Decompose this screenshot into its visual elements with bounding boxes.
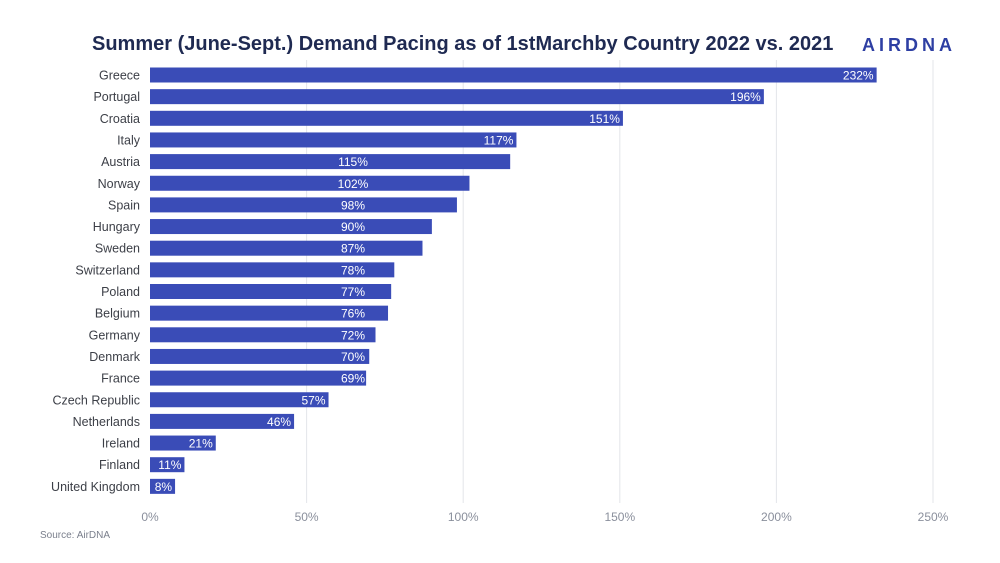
value-label: 78% bbox=[341, 263, 365, 277]
category-label: Ireland bbox=[102, 437, 140, 451]
value-label: 196% bbox=[730, 90, 761, 104]
bar bbox=[150, 175, 470, 191]
bar bbox=[150, 413, 295, 429]
bar bbox=[150, 154, 511, 170]
bar bbox=[150, 305, 389, 321]
category-label: Italy bbox=[117, 133, 141, 147]
bar bbox=[150, 284, 392, 299]
value-label: 72% bbox=[341, 328, 365, 342]
value-label: 21% bbox=[189, 437, 213, 451]
category-label: United Kingdom bbox=[51, 480, 140, 494]
category-label: France bbox=[101, 372, 140, 386]
value-label: 87% bbox=[341, 242, 365, 256]
category-label: Croatia bbox=[100, 112, 140, 126]
bar bbox=[150, 327, 376, 343]
category-label: Sweden bbox=[95, 242, 140, 256]
x-tick-label: 150% bbox=[604, 510, 635, 524]
value-label: 77% bbox=[341, 285, 365, 299]
category-label: Hungary bbox=[93, 220, 141, 234]
category-labels: Greece Portugal Croatia Italy Austria Norway S… bbox=[51, 69, 141, 494]
value-label: 11% bbox=[158, 458, 181, 472]
bar bbox=[150, 219, 432, 235]
value-label: 98% bbox=[341, 198, 365, 212]
bar bbox=[150, 262, 395, 278]
x-tick-label: 50% bbox=[295, 510, 319, 524]
bar bbox=[150, 392, 329, 408]
value-label: 232% bbox=[843, 69, 874, 83]
category-label: Netherlands bbox=[73, 415, 140, 429]
value-label: 46% bbox=[267, 415, 291, 429]
category-label: Finland bbox=[99, 458, 140, 472]
chart-title: Summer (June-Sept.) Demand Pacing as of … bbox=[92, 33, 834, 55]
airdna-logo: AIRDNA bbox=[862, 35, 956, 55]
value-label: 69% bbox=[341, 372, 365, 386]
category-label: Greece bbox=[99, 69, 140, 83]
bar bbox=[150, 348, 370, 364]
bar bbox=[150, 132, 517, 148]
bar bbox=[150, 457, 185, 473]
value-label: 8% bbox=[155, 480, 173, 494]
x-tick-label: 100% bbox=[448, 510, 479, 524]
category-label: Poland bbox=[101, 285, 140, 299]
category-label: Austria bbox=[101, 155, 140, 169]
x-tick-label: 200% bbox=[761, 510, 792, 524]
value-label: 57% bbox=[301, 393, 325, 407]
source-note: Source: AirDNA bbox=[40, 530, 111, 541]
bar bbox=[150, 197, 457, 213]
value-label: 117% bbox=[484, 133, 514, 147]
bar bbox=[150, 478, 176, 494]
value-label: 90% bbox=[341, 220, 365, 234]
x-axis-ticks: 0% 50% 100% 150% 200% 250% bbox=[141, 510, 948, 524]
bar bbox=[150, 240, 423, 256]
category-label: Belgium bbox=[95, 307, 140, 321]
bar bbox=[150, 435, 216, 451]
x-tick-label: 0% bbox=[141, 510, 159, 524]
value-label: 151% bbox=[589, 112, 620, 126]
category-label: Denmark bbox=[89, 350, 140, 364]
x-tick-label: 250% bbox=[918, 510, 949, 524]
gridlines bbox=[306, 60, 934, 503]
bars: 232% 196% 151% 117% 115% 102% 98% 90% 87% 78% 77% 7… bbox=[150, 67, 877, 494]
value-label: 115% bbox=[338, 155, 368, 169]
category-label: Portugal bbox=[93, 90, 140, 104]
category-label: Switzerland bbox=[75, 263, 140, 277]
category-label: Norway bbox=[98, 177, 141, 191]
bar bbox=[150, 370, 367, 386]
category-label: Czech Republic bbox=[52, 393, 140, 407]
value-label: 70% bbox=[341, 350, 365, 364]
value-label: 76% bbox=[341, 307, 365, 321]
category-label: Germany bbox=[89, 328, 141, 342]
value-label: 102% bbox=[338, 177, 369, 191]
bar bbox=[150, 110, 623, 126]
category-label: Spain bbox=[108, 198, 140, 212]
bar bbox=[150, 67, 877, 83]
bar bbox=[150, 89, 764, 105]
